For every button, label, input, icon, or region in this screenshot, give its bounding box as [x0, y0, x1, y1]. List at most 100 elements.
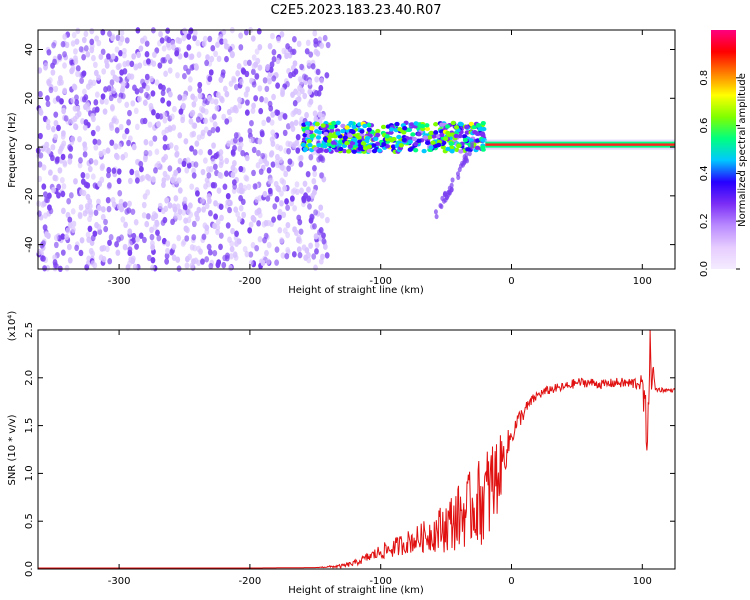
spectrogram-cell — [317, 111, 323, 118]
spectrogram-cell — [177, 208, 183, 215]
spectrogram-cell — [151, 51, 157, 58]
spectrogram-cell — [224, 55, 229, 63]
spectrogram-cell — [87, 198, 93, 205]
spectrogram-cell — [226, 140, 232, 147]
spectrogram-cell — [271, 75, 277, 82]
spectrogram-cell — [218, 243, 223, 251]
spectrogram-cell — [471, 124, 477, 130]
spectrogram-cell — [110, 105, 115, 112]
spectrogram-cell — [90, 173, 96, 180]
spectrogram-cell — [304, 121, 311, 126]
spectrogram-cell — [232, 160, 237, 167]
spectrogram-cell — [242, 245, 248, 253]
spectrogram-cell — [194, 140, 200, 147]
spectrogram-cell — [70, 226, 76, 234]
spectrogram-cell — [71, 31, 77, 39]
spectrogram-cell — [177, 53, 183, 60]
spectrogram-cell — [160, 57, 166, 64]
spectrogram-cell — [375, 132, 381, 138]
spectrogram-cell — [140, 78, 145, 86]
spectrogram-cell — [329, 128, 335, 133]
spectrogram-cell — [330, 143, 336, 149]
spectrogram-cell — [225, 43, 230, 50]
spectrogram-cell — [73, 58, 79, 65]
spectrogram-cell — [315, 50, 321, 57]
spectrogram-cell — [152, 135, 158, 142]
spectrogram-cell — [46, 232, 51, 240]
spectrogram-cell — [236, 216, 242, 223]
spectrogram-cell — [109, 139, 115, 146]
spectrogram-cell — [240, 149, 246, 157]
spectrogram-cell — [119, 234, 124, 241]
spectrogram-cell — [200, 197, 205, 204]
spectrogram-cell — [79, 237, 85, 244]
spectrogram-cell — [184, 262, 190, 269]
spectrogram-cell — [163, 153, 169, 161]
spectrogram-cell — [53, 241, 59, 249]
spectrogram-cell — [165, 27, 171, 34]
spectrogram-cell — [198, 148, 204, 156]
spectrogram-cell — [167, 165, 173, 172]
spectrogram-cell — [131, 53, 137, 60]
spectrogram-cell — [196, 51, 202, 58]
spectrogram-cell — [413, 147, 419, 153]
spectrogram-cell — [111, 201, 117, 208]
spectrogram-cell — [79, 77, 84, 84]
spectrogram-cell — [107, 182, 112, 189]
y-tick-label: -20 — [24, 188, 35, 204]
spectrogram-cell — [302, 147, 308, 152]
colorbar: 0.0 0.2 0.4 0.6 0.8 Normalized spectral ampl… — [699, 30, 748, 277]
snr-y-multiplier: (x10⁴) — [7, 311, 18, 342]
spectrogram-cell — [259, 96, 264, 103]
spectrogram-cell — [56, 124, 61, 132]
spectrogram-cell — [94, 106, 100, 113]
spectrogram-cell — [388, 127, 395, 132]
spectrogram-cell — [91, 54, 96, 62]
spectrogram-cell — [454, 147, 460, 153]
spectrogram-marks — [35, 26, 675, 273]
spectrogram-cell — [319, 172, 324, 179]
spectrogram-cell — [191, 122, 197, 129]
spectrogram-cell — [258, 107, 264, 115]
spectrogram-cell — [291, 48, 297, 55]
spectrogram-cell — [272, 203, 278, 210]
spectrogram-cell — [233, 132, 239, 139]
spectrogram-cell — [45, 100, 51, 108]
spectrogram-cell — [229, 106, 235, 114]
spectrogram-cell — [45, 123, 51, 131]
spectrogram-cell — [57, 75, 63, 82]
spectrogram-cell — [53, 85, 59, 93]
spectrogram-cell — [222, 38, 228, 45]
spectrogram-cell — [278, 145, 283, 152]
spectrogram-cell — [149, 233, 155, 241]
spectrogram-cell — [121, 133, 127, 140]
spectrogram-cell — [269, 119, 275, 126]
spectrogram-cell — [89, 46, 95, 54]
spectrogram-cell — [208, 210, 213, 217]
spectrogram-cell — [297, 155, 303, 162]
spectrogram-cell — [279, 200, 284, 207]
spectrogram-cell — [222, 85, 228, 93]
spectrogram-cell — [172, 105, 177, 113]
spectrogram-cell — [433, 130, 439, 135]
spectrogram-cell — [421, 148, 427, 154]
spectrogram-cell — [376, 148, 383, 153]
spectrogram-cell — [129, 73, 135, 80]
spectrogram-cell — [293, 119, 299, 126]
spectrogram-cell — [148, 140, 154, 147]
spectrogram-cell — [207, 75, 213, 83]
spectrogram-cell — [162, 144, 168, 151]
spectrogram-cell — [282, 129, 288, 137]
spectrogram-cell — [45, 95, 50, 102]
spectrogram-cell — [94, 91, 100, 98]
snr-y-axis-label: SNR (10 * v/v) — [7, 414, 18, 485]
spectrogram-cell — [50, 144, 56, 151]
spectrogram-cell — [114, 241, 119, 248]
spectrogram-cell — [448, 141, 454, 146]
spectrogram-cell — [201, 233, 207, 240]
spectrogram-cell — [65, 227, 71, 234]
x-tick-label: -200 — [239, 576, 262, 587]
spectrogram-cell — [110, 34, 115, 42]
spectrogram-cell — [284, 198, 289, 205]
spectrogram-cell — [166, 44, 172, 51]
